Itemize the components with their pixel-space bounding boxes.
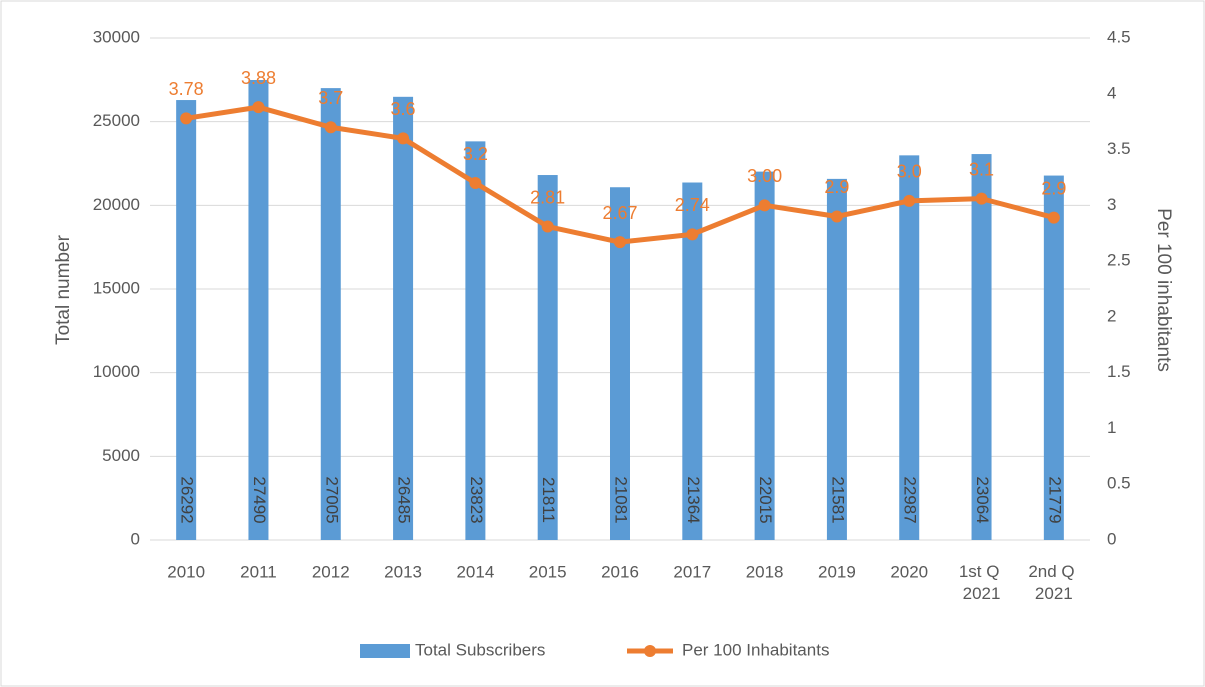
- line-marker: [397, 132, 410, 145]
- y-tick-label: 5000: [102, 446, 140, 465]
- line-marker: [252, 101, 265, 114]
- y2-tick-label: 4.5: [1107, 27, 1131, 46]
- line-value-label: 2.9: [1041, 178, 1066, 198]
- line-marker: [614, 236, 626, 249]
- x-tick-label: 2014: [456, 562, 494, 581]
- bar: [899, 155, 920, 540]
- bar: [1043, 175, 1064, 540]
- x-tick-label: 2016: [601, 562, 639, 581]
- y-tick-label: 30000: [93, 27, 140, 46]
- line-marker: [469, 177, 482, 190]
- y2-tick-label: 0: [1107, 529, 1116, 548]
- x-tick-line: 2021: [1035, 584, 1073, 603]
- y2-tick-label: 0.5: [1107, 474, 1131, 493]
- bar-value-label: 21364: [684, 476, 703, 523]
- bar-value-label: 21779: [1045, 476, 1064, 523]
- line-value-label: 3.88: [241, 68, 276, 88]
- line-value-label: 2.74: [675, 195, 710, 215]
- x-tick-label: 2010: [167, 562, 205, 581]
- line-value-label: 3.6: [391, 99, 416, 119]
- line-marker: [1047, 211, 1060, 224]
- x-tick-label: 2015: [529, 562, 567, 581]
- x-tick-label: 2017: [673, 562, 711, 581]
- bar-value-label: 22987: [901, 476, 920, 523]
- bar: [971, 154, 992, 541]
- x-tick-label: 2013: [384, 562, 422, 581]
- bar: [176, 100, 197, 540]
- bar: [610, 187, 630, 540]
- x-tick-label: 2nd Q 2021: [1028, 562, 1079, 603]
- line-value-label: 3.0: [897, 162, 922, 182]
- legend-label: Total Subscribers: [415, 640, 545, 659]
- x-tick-label: 1st Q 2021: [959, 562, 1004, 603]
- x-tick-line: 2nd Q: [1028, 562, 1079, 581]
- bar-value-label: 27005: [322, 476, 341, 523]
- bar-value-label: 21581: [828, 476, 847, 523]
- x-tick-label: 2018: [746, 562, 784, 581]
- legend-swatch: [360, 644, 410, 658]
- bar-value-label: 23823: [467, 476, 486, 523]
- y-tick-label: 20000: [93, 195, 140, 214]
- y2-tick-label: 3.5: [1107, 139, 1131, 158]
- y2-tick-label: 1: [1107, 418, 1116, 437]
- bar-value-label: 26485: [395, 476, 414, 523]
- line-value-label: 2.81: [530, 187, 565, 207]
- x-tick-line: 2021: [963, 584, 1001, 603]
- y2-tick-label: 2: [1107, 306, 1116, 325]
- x-tick-line: 1st Q: [959, 562, 1004, 581]
- x-tick-label: 2012: [312, 562, 350, 581]
- y2-axis-title: Per 100 inhabitants: [1153, 208, 1174, 372]
- y-tick-label: 25000: [93, 111, 140, 130]
- legend-label: Per 100 Inhabitants: [682, 640, 829, 659]
- bar: [248, 80, 269, 540]
- y2-tick-label: 1.5: [1107, 362, 1131, 381]
- line-marker: [686, 228, 699, 241]
- y2-tick-label: 2.5: [1107, 251, 1131, 270]
- line-marker: [830, 210, 843, 223]
- bar: [826, 178, 847, 540]
- line-marker: [975, 192, 988, 205]
- y2-tick-label: 4: [1107, 83, 1116, 102]
- line-value-label: 3.2: [463, 144, 488, 164]
- line-marker: [180, 112, 193, 125]
- y-tick-label: 15000: [93, 278, 140, 297]
- line-value-label: 3.78: [169, 79, 204, 99]
- x-tick-label: 2011: [240, 562, 277, 581]
- bar: [320, 88, 341, 540]
- line-value-label: 3.00: [747, 166, 782, 186]
- line-marker: [324, 121, 337, 134]
- y-axis-title: Total number: [53, 234, 74, 345]
- x-tick-label: 2019: [818, 562, 856, 581]
- line-value-label: 2.9: [824, 177, 849, 197]
- bar-value-label: 27490: [250, 476, 269, 523]
- y-tick-label: 0: [131, 529, 140, 548]
- line-marker: [758, 199, 771, 212]
- line-marker: [541, 220, 554, 233]
- bar-value-label: 21081: [612, 476, 631, 523]
- bar: [465, 141, 486, 540]
- bar: [537, 175, 558, 540]
- line-value-label: 3.1: [969, 159, 994, 179]
- bar-value-label: 22015: [756, 476, 775, 523]
- x-tick-label: 2020: [890, 562, 928, 581]
- bar-value-label: 26292: [178, 476, 197, 523]
- bar: [682, 182, 703, 540]
- bar: [754, 171, 775, 540]
- y2-tick-label: 3: [1107, 195, 1116, 214]
- bar-value-label: 21811: [539, 477, 558, 523]
- line-value-label: 2.67: [602, 203, 637, 223]
- line-value-label: 3.7: [318, 88, 343, 108]
- bar-value-label: 23064: [973, 476, 992, 523]
- bar: [393, 96, 414, 541]
- line-marker: [903, 194, 916, 207]
- legend-swatch: [644, 645, 656, 657]
- y-tick-label: 10000: [93, 362, 140, 381]
